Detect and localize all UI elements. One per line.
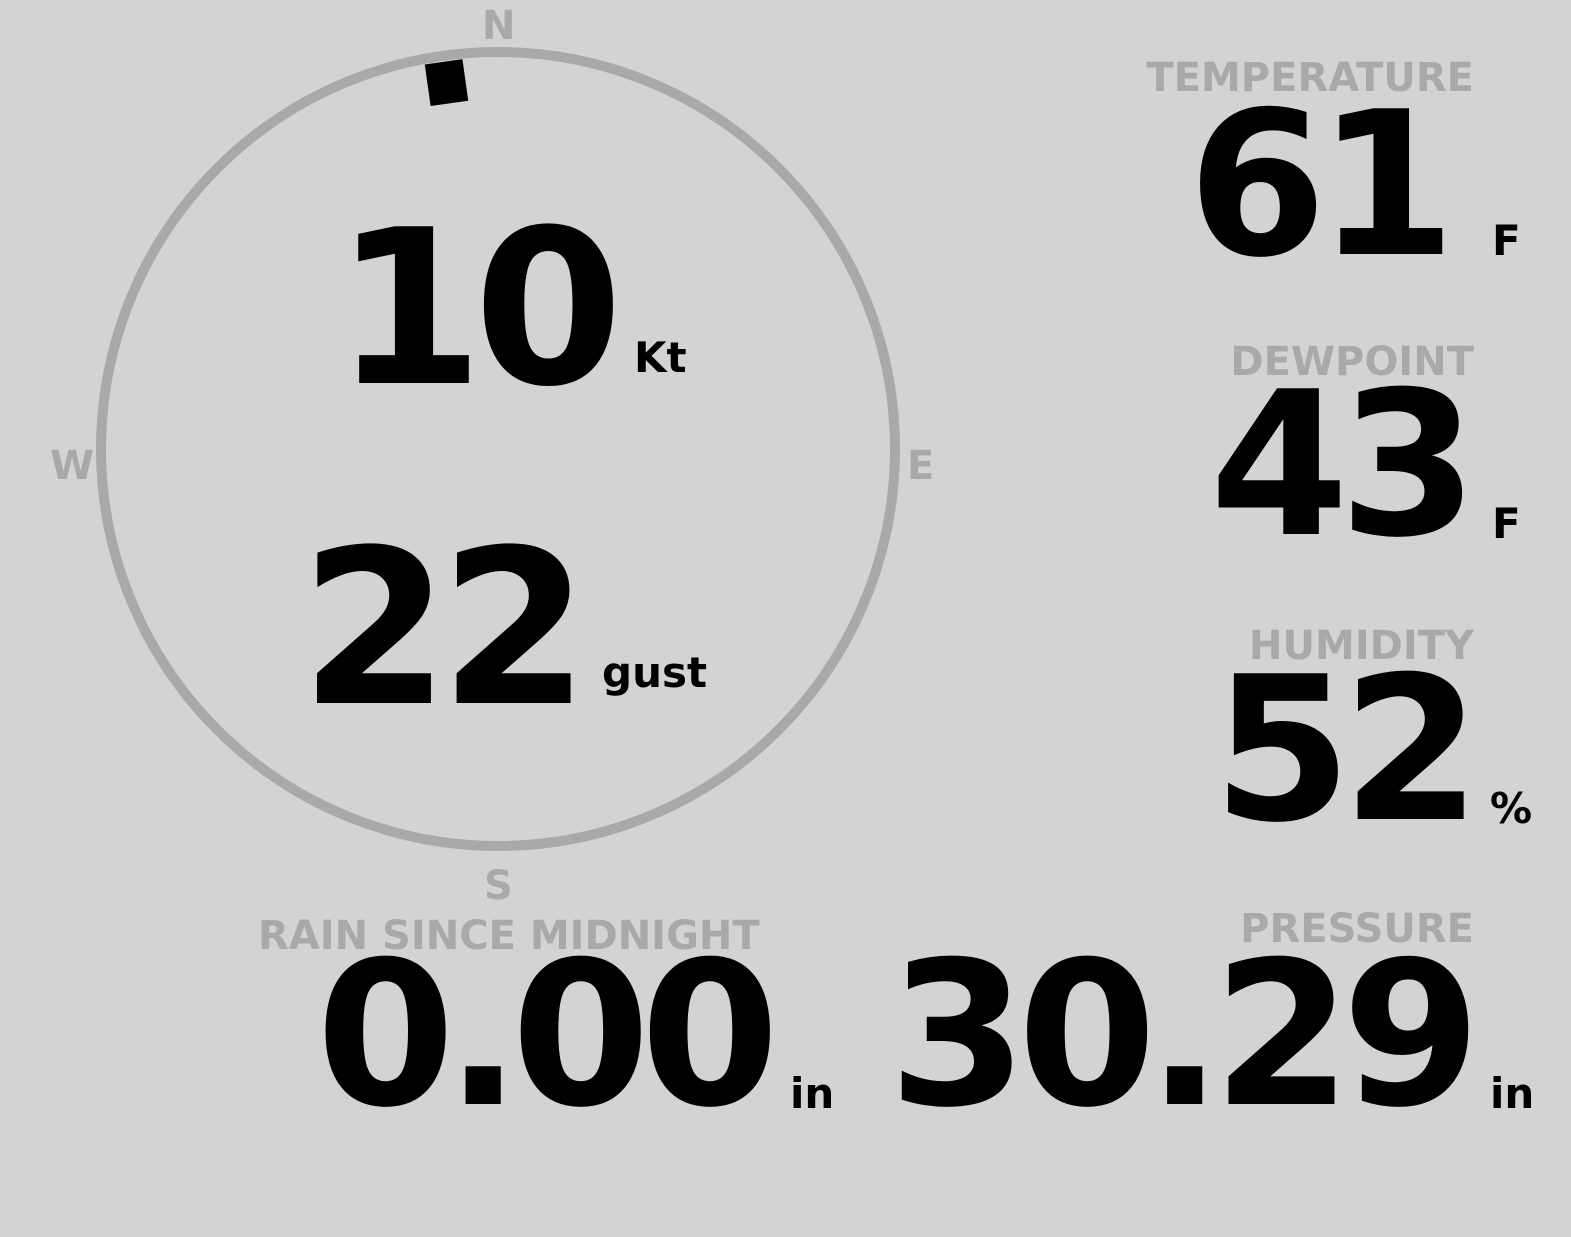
compass-ring [96,47,900,851]
humidity-value: 52 [1212,634,1481,867]
temperature-label: TEMPERATURE [1146,55,1474,101]
wind-speed-value: 10 [334,183,623,434]
dewpoint-label: DEWPOINT [1230,339,1474,385]
humidity-unit: % [1490,784,1533,833]
wind-direction-marker [424,59,469,107]
compass-west-label: W [50,443,95,489]
humidity-label: HUMIDITY [1249,623,1474,669]
rain-value: 0.00 [316,919,779,1152]
temperature-value: 61 [1187,69,1456,302]
rain-unit: in [790,1069,835,1118]
pressure-value: 30.29 [888,919,1481,1152]
wind-gust-value: 22 [300,503,589,754]
compass-east-label: E [907,443,935,489]
pressure-unit: in [1490,1069,1535,1118]
compass-south-label: S [484,863,513,909]
temperature-unit: F [1492,216,1521,265]
wind-gust-unit: gust [602,648,708,697]
wind-speed-unit: Kt [634,333,687,382]
rain-label: RAIN SINCE MIDNIGHT [258,913,760,959]
pressure-label: PRESSURE [1240,906,1474,952]
dewpoint-unit: F [1492,499,1521,548]
compass-north-label: N [482,3,516,49]
dewpoint-value: 43 [1209,349,1478,582]
